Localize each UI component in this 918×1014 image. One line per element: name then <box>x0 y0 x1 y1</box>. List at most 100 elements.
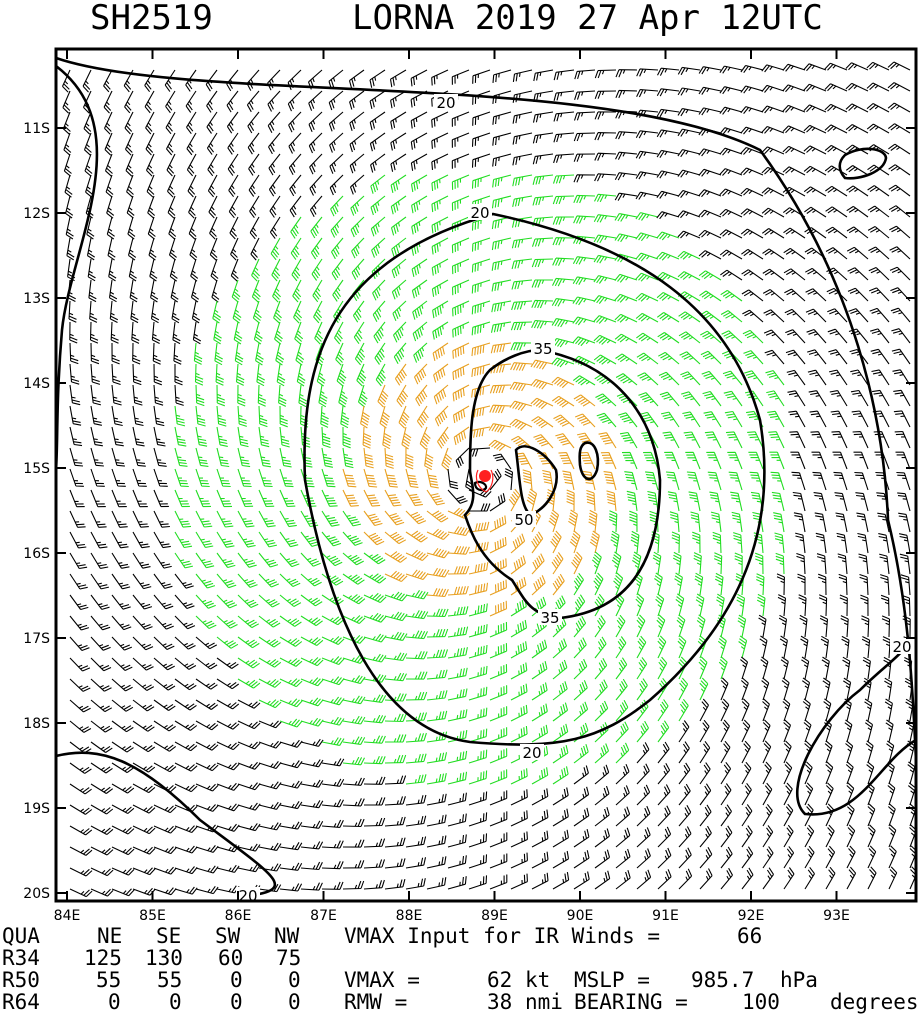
wind-barb <box>90 699 113 713</box>
wind-barb <box>677 230 701 239</box>
wind-barb <box>426 510 449 523</box>
wind-barb <box>799 614 808 638</box>
wind-barb <box>845 740 854 764</box>
wind-barb <box>468 644 488 659</box>
wind-barb <box>207 153 218 177</box>
wind-barb <box>741 289 764 302</box>
wind-barb <box>230 237 239 261</box>
wind-barb <box>775 552 785 575</box>
wind-barb <box>615 657 628 680</box>
wind-barb <box>273 300 282 324</box>
wind-barb <box>740 208 764 218</box>
wind-barb <box>492 132 512 146</box>
wind-barb <box>174 762 198 772</box>
wind-barb <box>811 451 827 470</box>
wind-barb <box>510 598 527 617</box>
wind-barb <box>866 782 875 806</box>
contour-small-ne <box>838 147 888 180</box>
wind-barb <box>491 216 512 230</box>
wind-barb <box>171 300 180 324</box>
wind-barb <box>237 761 261 770</box>
wind-barb <box>677 66 701 76</box>
wind-barb <box>762 719 771 743</box>
wind-barb <box>405 610 429 620</box>
wind-barb <box>111 825 135 835</box>
wind-barb <box>750 491 764 512</box>
wind-barb <box>270 237 281 261</box>
wind-barb <box>90 615 111 631</box>
vmax-input-label: VMAX Input for IR Winds = <box>344 924 661 948</box>
wind-barb <box>107 237 116 261</box>
wind-barb <box>614 253 638 263</box>
wind-barb <box>416 405 429 428</box>
wind-barb <box>867 226 890 239</box>
wind-barb <box>468 582 489 596</box>
wind-barb <box>884 698 893 722</box>
wind-barb <box>111 552 130 569</box>
wind-barb <box>510 810 528 827</box>
wind-barb <box>111 888 135 897</box>
wind-barb <box>762 698 770 722</box>
wind-barb <box>489 493 506 512</box>
wind-barb <box>258 531 278 548</box>
contour-labels: 20 20 35 50 35 20 20 20 <box>236 94 914 905</box>
vmax-label: VMAX = <box>344 968 420 992</box>
wind-barb <box>821 656 830 680</box>
wind-barb <box>573 194 596 204</box>
wind-barb <box>887 82 911 92</box>
wind-barb <box>195 552 215 569</box>
wind-barb <box>888 205 911 218</box>
wind-barb <box>132 426 145 447</box>
wind-barb <box>889 266 911 281</box>
wind-barb <box>195 804 219 812</box>
wind-barb <box>845 165 869 176</box>
wind-barb <box>269 216 281 239</box>
wind-barb <box>384 510 405 526</box>
wind-barb <box>665 471 680 491</box>
wind-barb <box>166 132 176 156</box>
wind-barb <box>825 226 848 239</box>
wind-barb <box>207 174 218 198</box>
wind-barb <box>384 858 406 869</box>
wind-barb <box>390 111 407 130</box>
wind-barb <box>258 573 280 588</box>
wind-barb <box>551 298 575 307</box>
wind-barb <box>854 471 869 491</box>
wind-barb <box>111 762 134 774</box>
wind-barb <box>531 531 544 554</box>
wind-barb <box>351 258 365 280</box>
wind-barb <box>740 167 764 176</box>
wind-barb <box>287 90 302 112</box>
wind-barb <box>190 279 200 303</box>
wind-barb <box>188 216 197 240</box>
wind-barb <box>237 531 256 548</box>
wind-barb <box>174 594 195 610</box>
wind-barb <box>153 363 162 386</box>
wind-barb <box>153 468 168 487</box>
wind-barb <box>868 266 890 281</box>
wind-barb <box>548 509 560 533</box>
wind-barb <box>531 639 548 659</box>
wind-barb <box>685 451 701 470</box>
wind-barb <box>490 321 512 333</box>
wind-barb <box>389 69 407 88</box>
wind-barb <box>153 866 177 875</box>
wind-barb <box>531 788 549 806</box>
lon-label: 84E <box>54 908 81 924</box>
wind-barb <box>468 854 488 869</box>
wind-barb <box>269 195 281 218</box>
wind-barb <box>441 447 453 471</box>
wind-barb <box>573 394 596 407</box>
wind-barb <box>532 111 554 123</box>
wind-barb <box>713 552 723 575</box>
wind-barb <box>390 153 407 172</box>
wind-barb <box>492 174 512 188</box>
wind-barb <box>678 741 690 764</box>
wind-barb <box>174 825 198 834</box>
wind-barb <box>594 132 617 141</box>
wind-barb <box>489 600 508 617</box>
wind-barb <box>363 633 387 643</box>
wind-barb <box>697 635 707 659</box>
wind-barb <box>153 489 169 508</box>
wind-barb <box>384 652 408 662</box>
